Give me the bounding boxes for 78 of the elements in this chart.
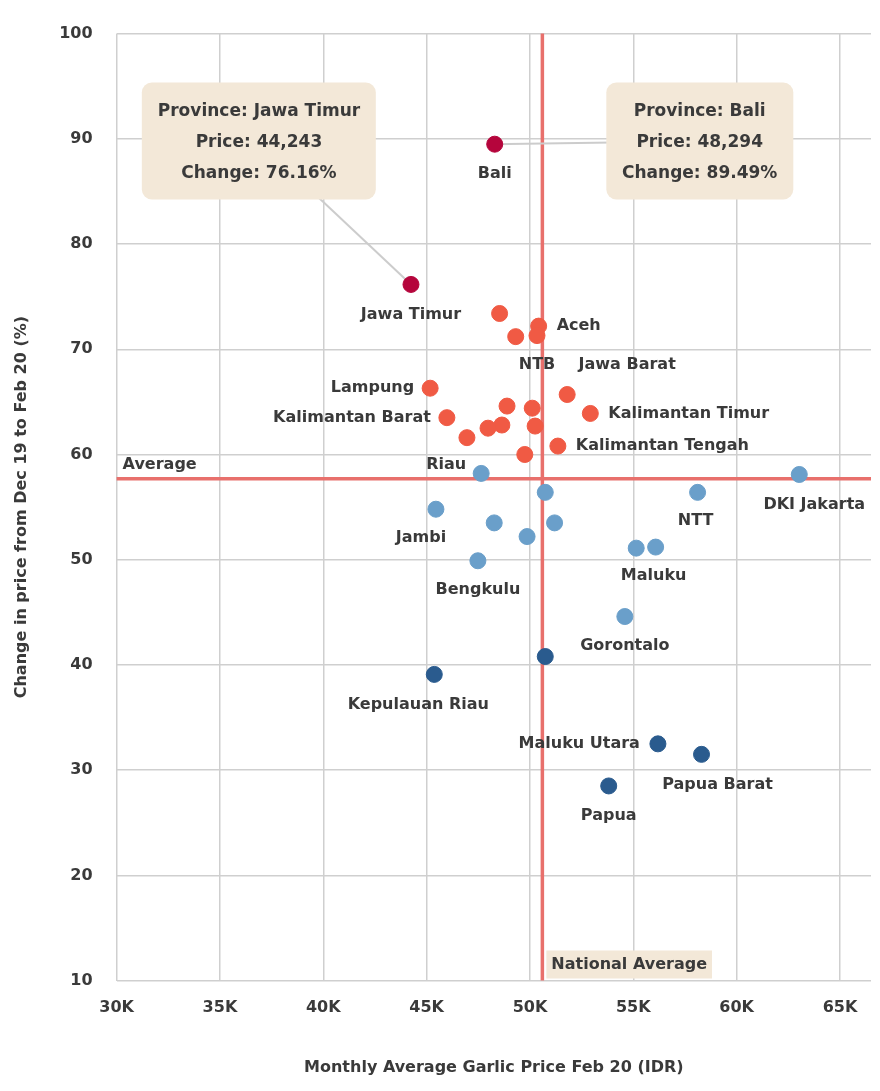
annotation: Kepulauan Riau [347, 693, 489, 713]
x-axis-title: Monthly Average Garlic Price Feb 20 (IDR) [304, 1056, 684, 1076]
point [649, 735, 667, 753]
ref-line-label: Average [122, 453, 197, 473]
y-tick-label: 10 [70, 969, 93, 989]
annotation: Jambi [394, 527, 447, 547]
point [581, 404, 599, 422]
point [458, 429, 476, 447]
y-tick-label: 90 [70, 127, 93, 147]
annotation: Kalimantan Tengah [575, 435, 749, 455]
point [536, 483, 554, 501]
point [427, 500, 445, 518]
point [647, 538, 665, 556]
x-tick-label: 30K [99, 997, 135, 1017]
point [438, 409, 456, 427]
point [627, 539, 645, 557]
point [518, 528, 536, 546]
point [549, 437, 567, 455]
annotation: Riau [426, 453, 467, 473]
point [479, 419, 497, 437]
point [528, 327, 546, 345]
point [523, 399, 541, 417]
x-tick-label: 55K [615, 997, 652, 1017]
callout-box: Province: Jawa Timur Price: 44,243 Change: 76.16% [141, 82, 377, 200]
point [491, 304, 509, 322]
callout-box: Province: Bali Price: 48,294 Change: 89.49% [606, 82, 794, 200]
annotation: Aceh [556, 315, 601, 335]
annotation: Province: Bali Price: 48,294 Change: 89.49% [622, 98, 778, 184]
y-tick-label: 80 [70, 233, 93, 253]
point [536, 648, 554, 666]
point [469, 552, 487, 570]
annotation: Jawa Barat [577, 353, 677, 373]
y-tick-label: 30 [70, 759, 93, 779]
y-tick-label: 60 [70, 443, 93, 463]
point [498, 397, 516, 415]
annotation: Jawa Timur [359, 303, 462, 323]
x-tick-label: 50K [512, 997, 548, 1017]
x-tick-label: 65K [822, 997, 858, 1017]
annotation: Kalimantan Timur [608, 402, 770, 422]
annotation: Papua [580, 805, 637, 825]
annotation: NTT [677, 509, 714, 529]
point [472, 464, 490, 482]
point [485, 514, 503, 532]
x-tick-label: 40K [305, 997, 342, 1017]
point [546, 514, 564, 532]
point [486, 135, 504, 153]
y-tick-label: 70 [70, 338, 93, 358]
point [421, 379, 439, 397]
annotation: Bali [477, 163, 512, 183]
point [526, 417, 544, 435]
y-tick-label: 40 [70, 654, 93, 674]
y-axis-title: Change in price from Dec 19 to Feb 20 (%) [10, 315, 30, 699]
point [402, 275, 420, 293]
point [425, 665, 443, 683]
point [558, 386, 576, 404]
annotation: Papua Barat [662, 773, 774, 793]
annotation: DKI Jakarta [763, 493, 866, 513]
y-tick-label: 20 [70, 864, 93, 884]
y-tick-label: 50 [70, 548, 93, 568]
point [493, 416, 511, 434]
annotation: Maluku [620, 565, 687, 585]
point [693, 745, 711, 763]
annotation: Lampung [330, 377, 415, 397]
ref-line-label: National Average [551, 953, 708, 973]
annotation: Kalimantan Barat [273, 406, 432, 426]
annotation: Bengkulu [435, 578, 521, 598]
x-tick-label: 45K [409, 997, 445, 1017]
point [616, 608, 634, 626]
x-tick-label: 60K [719, 997, 755, 1017]
point [507, 328, 525, 346]
point [790, 465, 808, 483]
y-tick-label: 100 [59, 22, 93, 42]
point [689, 483, 707, 501]
point [600, 777, 618, 795]
annotation: Province: Jawa Timur Price: 44,243 Change: 76.16% [157, 98, 361, 184]
annotation: Gorontalo [580, 634, 670, 654]
x-tick-label: 35K [202, 997, 238, 1017]
point [516, 445, 534, 463]
